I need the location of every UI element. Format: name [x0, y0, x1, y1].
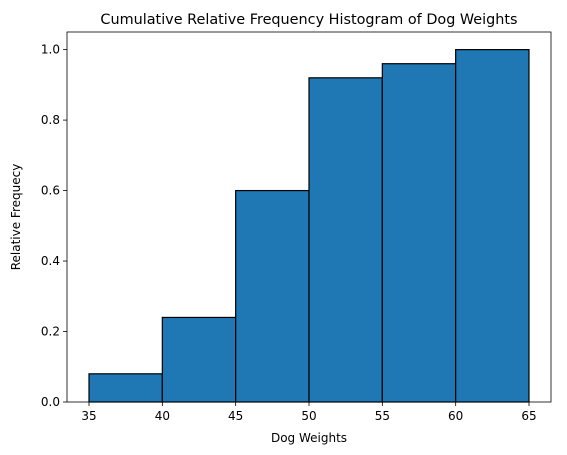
x-tick-label: 35: [81, 409, 96, 423]
histogram-bar: [235, 189, 310, 403]
chart-title: Cumulative Relative Frequency Histogram …: [100, 12, 517, 28]
histogram-bar: [161, 316, 237, 403]
y-tick-label: 1.0: [41, 43, 60, 57]
bars-group: [88, 49, 530, 403]
y-tick-label: 0.8: [41, 113, 60, 127]
x-tick-label: 60: [448, 409, 463, 423]
histogram-bar: [455, 49, 530, 403]
y-tick-label: 0.6: [41, 184, 60, 198]
x-axis-label: Dog Weights: [271, 431, 347, 445]
y-axis-ticks: 0.0 0.2 0.4 0.6 0.8 1.0: [41, 43, 67, 409]
x-tick-label: 55: [375, 409, 390, 423]
histogram-bar: [381, 63, 457, 403]
y-tick-label: 0.0: [41, 395, 60, 409]
y-tick-label: 0.4: [41, 254, 60, 268]
x-tick-label: 40: [155, 409, 170, 423]
y-axis-label: Relative Frequecy: [9, 164, 23, 271]
histogram-bar: [88, 373, 163, 403]
x-tick-label: 50: [301, 409, 316, 423]
y-tick-label: 0.2: [41, 325, 60, 339]
plot-frame: [66, 31, 552, 403]
x-axis-ticks: 35 40 45 50 55 60 65: [81, 402, 537, 423]
histogram-bar: [308, 77, 383, 403]
x-tick-label: 65: [521, 409, 536, 423]
x-tick-label: 45: [228, 409, 243, 423]
